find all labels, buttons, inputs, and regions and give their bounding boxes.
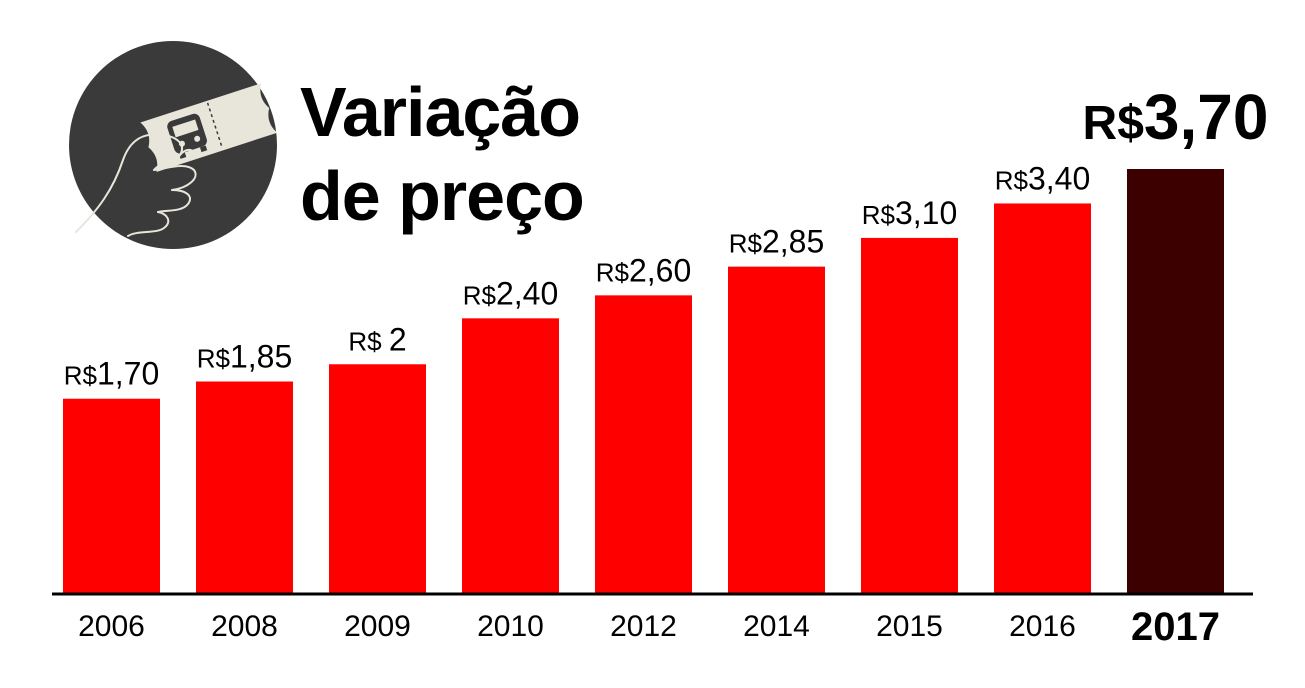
x-tick-label-2008: 2008 [211, 610, 278, 643]
bar-2017 [1127, 169, 1224, 594]
title-line-1: Variação [300, 73, 581, 151]
bar-2012 [595, 295, 692, 594]
value-label-2006: R$1,70 [64, 356, 160, 392]
x-tick-label-2015: 2015 [876, 610, 943, 643]
x-tick-labels-group: 2006 2008 2009 2010 2012 2014 2015 2016 2017 [78, 605, 1220, 649]
bar-2008 [196, 381, 293, 594]
bus-icon [167, 113, 208, 159]
value-label-2010: R$2,40 [463, 275, 559, 311]
value-label-2012: R$2,60 [596, 252, 692, 288]
bar-2014 [728, 266, 825, 594]
value-label-2017: R$3,70 [1083, 81, 1269, 153]
bar-2010 [462, 318, 559, 594]
value-label-2008: R$1,85 [197, 339, 293, 375]
x-tick-label-2009: 2009 [344, 610, 411, 643]
x-tick-label-2014: 2014 [743, 610, 810, 643]
bus-ticket-icon [68, 40, 278, 250]
bar-2006 [63, 398, 160, 594]
x-tick-label-2012: 2012 [610, 610, 677, 643]
value-label-2016: R$3,40 [995, 160, 1091, 196]
bar-2009 [329, 364, 426, 594]
x-tick-label-2016: 2016 [1009, 610, 1076, 643]
x-tick-label-2017: 2017 [1131, 605, 1220, 649]
value-label-2014: R$2,85 [729, 224, 825, 260]
x-tick-label-2006: 2006 [78, 610, 145, 643]
chart-title: Variação de preço [300, 70, 585, 238]
bar-2015 [861, 237, 958, 594]
bar-2016 [994, 203, 1091, 594]
value-labels-group: R$1,70 R$1,85 R$ 2 R$2,40 R$2,60 R$2,85 R$3,10… [64, 81, 1269, 392]
title-line-2: de preço [300, 157, 585, 235]
x-tick-label-2010: 2010 [477, 610, 544, 643]
hand-outline [75, 133, 197, 237]
bars-group [63, 169, 1224, 594]
value-label-2009: R$ 2 [348, 321, 406, 357]
value-label-2015: R$3,10 [862, 195, 958, 231]
